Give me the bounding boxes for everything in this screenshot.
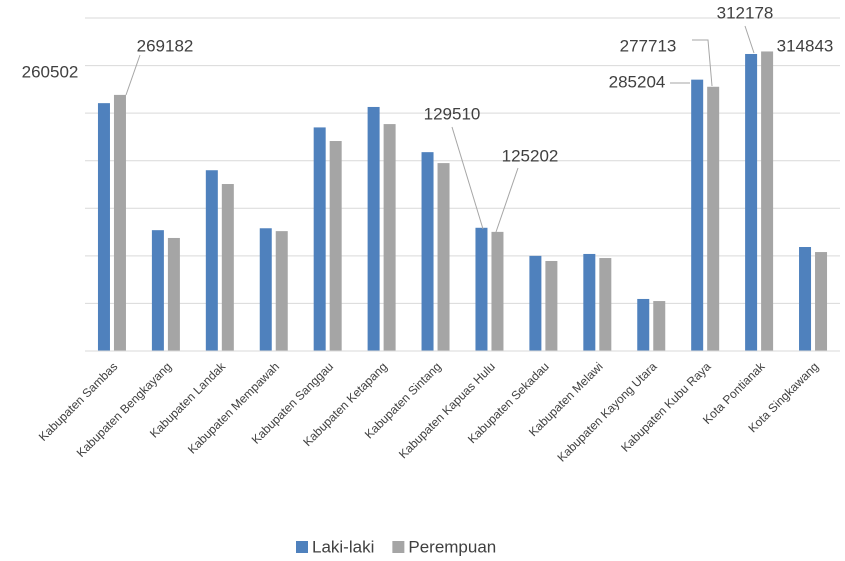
x-tick-label: Kabupaten Kubu Raya (618, 359, 714, 455)
bar (205, 170, 218, 351)
leader-line (495, 167, 519, 233)
leader-line (125, 54, 141, 96)
bar (529, 255, 542, 351)
x-tick-label: Kabupaten Kapuas Hulu (396, 359, 498, 461)
bar (167, 237, 180, 351)
bar (329, 141, 342, 351)
bar (313, 127, 326, 352)
data-label: 277713 (620, 36, 677, 55)
bar (221, 184, 234, 351)
bar (761, 51, 774, 352)
legend-label: Laki-laki (312, 537, 374, 556)
bar (745, 53, 758, 352)
bar (113, 94, 126, 352)
bar (491, 231, 504, 351)
data-label: 314843 (777, 36, 834, 55)
leader-line (451, 126, 484, 230)
bar (151, 230, 164, 351)
legend-label: Perempuan (408, 537, 496, 556)
bar (383, 124, 396, 351)
data-label: 260502 (22, 62, 79, 81)
bar (259, 228, 272, 351)
data-label: 269182 (137, 36, 194, 55)
bar (799, 247, 812, 351)
x-tick-label: Kabupaten Kayong Utara (554, 359, 659, 464)
bar (707, 86, 720, 352)
bar (421, 152, 434, 351)
bar (97, 103, 110, 351)
bar (653, 301, 666, 351)
data-label: 312178 (717, 3, 774, 22)
bar (275, 231, 288, 351)
bar (583, 253, 596, 351)
bar (815, 252, 828, 351)
bar (367, 106, 380, 351)
leader-line (744, 25, 755, 54)
bar (637, 298, 650, 351)
bar (599, 258, 612, 351)
x-tick-label: Kabupaten Mempawah (185, 359, 282, 456)
data-label: 125202 (502, 146, 559, 165)
bar (475, 227, 488, 351)
leader-line (692, 39, 713, 87)
bar (545, 260, 558, 351)
x-tick-label: Kabupaten Bengkayang (74, 359, 174, 459)
data-label: 285204 (609, 72, 666, 91)
bar (691, 79, 704, 351)
data-label: 129510 (424, 104, 481, 123)
legend-swatch (296, 541, 308, 553)
legend-swatch (392, 541, 405, 553)
bar (437, 163, 450, 351)
